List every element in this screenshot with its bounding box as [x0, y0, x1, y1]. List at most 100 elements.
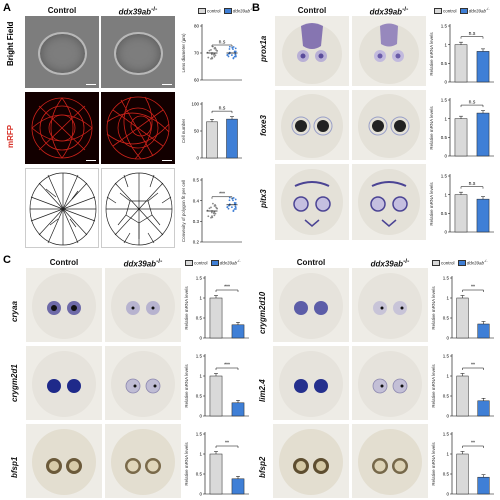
crygm2d10-control-image [273, 268, 349, 342]
data-point [208, 49, 211, 52]
cell-drawing-mutant [101, 168, 175, 248]
data-point [234, 47, 237, 50]
bfsp2-mutant-image [352, 424, 428, 498]
gene-label-crygm2d1: crygm2d1 [10, 364, 19, 402]
significance-label: *** [219, 191, 225, 197]
bar-control [206, 121, 218, 159]
significance-label: ** [471, 441, 475, 447]
tick-label: 0 [444, 154, 447, 159]
data-point [213, 210, 216, 213]
significance-label: n.s [219, 106, 226, 112]
significance-bracket [215, 289, 239, 292]
data-point [214, 54, 217, 57]
data-point [232, 48, 234, 51]
tick-label: 0 [444, 230, 447, 235]
tick-label: 0 [446, 492, 449, 497]
significance-bracket [460, 36, 484, 39]
significance-label: ** [471, 285, 475, 291]
tick-label: 0.4 [193, 198, 200, 203]
prox1a-mutant-image [352, 16, 426, 86]
tick-label: 0 [446, 414, 449, 419]
b-header-mutant: ddx39ab-/- [369, 6, 409, 17]
bar-control [456, 375, 469, 417]
c-right-legend: control ddx39ab-/- [430, 259, 488, 267]
crygm2d1-control-image [26, 346, 102, 420]
axis-label-y: Relative mRNA levels [184, 442, 189, 486]
cryaa-mutant-image [105, 268, 181, 342]
gene-label-prox1a: prox1a [259, 35, 268, 62]
significance-label: n.s [219, 40, 226, 46]
tick-label: 60 [194, 78, 200, 83]
c-right-header-control: Control [296, 258, 326, 267]
a-header-mutant: ddx39ab-/- [118, 6, 158, 17]
data-point [231, 46, 234, 49]
data-point [228, 48, 231, 50]
data-point [232, 46, 235, 48]
chart-convexity: Convexity of polygon fit per cell 0.2 0.3 0… [181, 178, 242, 245]
tick-label: 1.5 [443, 276, 450, 281]
data-point [233, 208, 236, 210]
significance-bracket [462, 445, 484, 448]
tick-label: 1.5 [196, 432, 203, 437]
significance-bracket [462, 367, 484, 370]
tick-label: 1.5 [443, 354, 450, 359]
data-point [211, 56, 213, 59]
bar-control [456, 453, 469, 495]
data-point [207, 56, 210, 59]
axis-label-y: Relative mRNA levels [429, 182, 434, 226]
bfsp1-control-image [26, 424, 102, 498]
tick-label: 0.5 [441, 211, 448, 216]
data-point [214, 203, 216, 206]
bar-control [209, 297, 223, 339]
tick-label: 0.5 [196, 472, 203, 477]
gene-label-bfsp1: bfsp1 [10, 456, 19, 478]
mrfp-mutant-image [101, 92, 175, 164]
tick-label: 100 [191, 102, 199, 107]
chart-cell-number: Cell number 0 50 100 n.s [181, 102, 242, 161]
data-point [210, 53, 213, 56]
bar-ddx39ab [231, 324, 245, 339]
bfsp2-control-image [273, 424, 349, 498]
row-label-mrfp: mRFP [6, 124, 15, 148]
data-point [230, 206, 233, 209]
tick-label: 1.5 [443, 432, 450, 437]
chart-crygm2d1-mrna: Relative mRNA levels 0 0.5 1 1.5 *** [184, 354, 249, 419]
bar-ddx39ab [476, 51, 490, 83]
tick-label: 1 [199, 452, 202, 457]
lim2-4-control-image [273, 346, 349, 420]
data-point [228, 199, 231, 202]
significance-bracket [460, 186, 484, 189]
chart-lens-diameter: Lens diameter (µm) 60 70 80 n.s [181, 24, 242, 83]
significance-label: n.s [469, 100, 476, 106]
data-point [210, 48, 212, 51]
data-point [211, 215, 213, 218]
data-point [212, 202, 214, 205]
tick-label: 1 [199, 374, 202, 379]
data-point [232, 209, 235, 212]
significance-bracket [460, 104, 484, 108]
data-point [210, 206, 212, 209]
bar-ddx39ab [476, 198, 490, 233]
bar-control [209, 375, 223, 417]
data-point [213, 55, 216, 58]
bar-control [454, 194, 468, 233]
data-point [228, 45, 231, 48]
data-point [233, 202, 236, 204]
legend-swatch-mutant [223, 8, 232, 15]
significance-label: n.s [469, 31, 476, 37]
chart-crygm2d10-mrna: Relative mRNA levels 0 0.5 1 1.5 ** [431, 276, 494, 341]
bar-control [454, 118, 468, 157]
axis-label-y: Relative mRNA levels [431, 442, 436, 486]
pitx3-control-image [275, 164, 349, 240]
b-header-control: Control [297, 6, 327, 15]
bar-ddx39ab [476, 112, 490, 157]
significance-label: n.s [469, 181, 476, 187]
chart-bfsp2-mrna: Relative mRNA levels 0 0.5 1 1.5 ** [431, 432, 494, 497]
significance-label: ** [471, 363, 475, 369]
data-point [226, 54, 229, 56]
data-point [230, 54, 233, 56]
data-point [207, 215, 210, 218]
axis-label-y: Relative mRNA levels [429, 32, 434, 76]
bar-ddx39ab [477, 323, 490, 339]
tick-label: 0 [199, 336, 202, 341]
